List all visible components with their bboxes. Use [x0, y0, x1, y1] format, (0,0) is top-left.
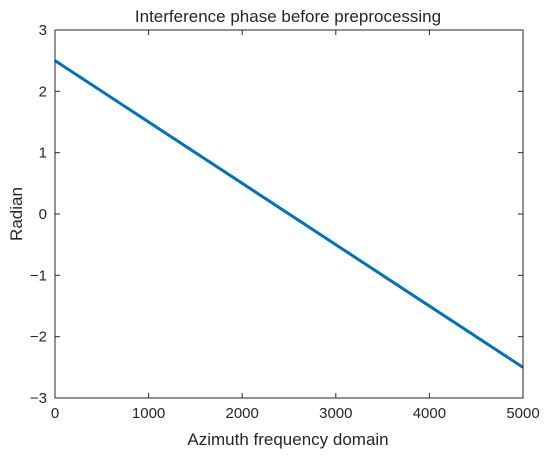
- x-tick-label: 2000: [226, 405, 259, 422]
- y-axis-label: Radian: [7, 187, 26, 241]
- x-tick-label: 3000: [319, 405, 352, 422]
- chart-title: Interference phase before preprocessing: [135, 7, 441, 26]
- y-tick-label: 3: [39, 22, 47, 39]
- x-tick-label: 0: [51, 405, 59, 422]
- x-tick-label: 4000: [413, 405, 446, 422]
- ticks: 0 1000 2000 3000 4000 5000 −3 −2 −1 0 1 2 3: [30, 22, 540, 422]
- series-line: [54, 59, 524, 369]
- y-tick-label: 1: [39, 145, 47, 162]
- plot-area: [54, 59, 524, 369]
- y-tick-label: −1: [30, 267, 47, 284]
- axes-box: [54, 29, 524, 399]
- x-axis-label: Azimuth frequency domain: [187, 430, 388, 449]
- x-tick-label: 1000: [132, 405, 165, 422]
- y-tick-label: −3: [30, 390, 47, 407]
- x-tick-label: 5000: [506, 405, 539, 422]
- y-tick-label: −2: [30, 329, 47, 346]
- y-tick-label: 0: [39, 206, 47, 223]
- y-tick-label: 2: [39, 83, 47, 100]
